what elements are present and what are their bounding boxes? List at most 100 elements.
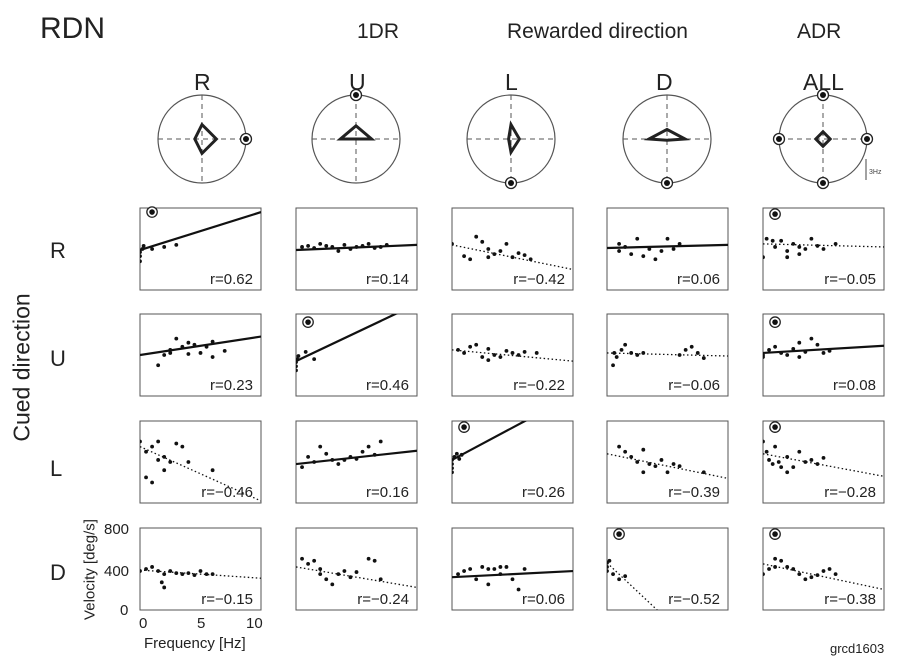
panel-frame-u-all [762,313,885,397]
data-point-r-r-2 [140,247,145,251]
polar-tuning-d [643,127,691,142]
fit-line-u-l [452,349,573,362]
data-point-d-all-9 [821,569,826,573]
data-point-u-l-1 [462,351,466,355]
circled-marker-dot-u-u [305,319,311,325]
data-point-d-l-13 [498,565,503,569]
data-point-d-all-13 [773,565,777,569]
data-point-r-l-8 [504,241,509,246]
fit-line-l-l [452,421,528,461]
r-value-u-d: r=−0.06 [668,377,720,394]
column-label-r: R [194,69,211,95]
data-point-l-l-1 [452,466,454,471]
data-point-u-d-6 [641,351,646,355]
data-point-d-r-2 [150,565,155,569]
fit-line-d-l [452,569,573,579]
data-point-u-d-10 [695,351,700,355]
polar-tuning-all [813,129,833,149]
data-point-d-all-5 [797,572,802,577]
y-tick-400: 400 [104,563,130,580]
data-point-u-u-6 [312,357,317,361]
data-point-r-l-12 [528,257,533,262]
data-point-u-r-9 [210,339,215,344]
data-point-l-r-1 [144,449,148,454]
data-point-r-r-0 [140,254,142,259]
data-point-d-l-6 [492,567,497,571]
data-point-u-all-8 [809,336,814,341]
data-point-u-all-12 [763,355,765,359]
data-point-d-r-13 [159,580,164,585]
data-point-r-l-3 [474,234,479,239]
r-value-d-u: r=−0.24 [357,591,409,608]
r-value-r-l: r=−0.42 [513,271,565,288]
data-point-d-l-0 [456,572,460,577]
data-point-r-l-10 [516,251,521,256]
data-point-l-r-6 [174,441,179,446]
data-point-u-all-11 [827,349,832,353]
fit-line-u-r [140,335,261,357]
data-point-d-d-4 [611,572,615,577]
r-value-d-all: r=−0.38 [824,591,876,608]
polar-marker-dot-all-u [820,92,826,98]
data-point-l-r-10 [144,475,148,480]
data-point-u-d-9 [689,344,694,349]
circled-marker-dot-l-all [772,424,778,430]
panel-frame-d-u [295,527,418,611]
data-point-l-d-9 [671,462,676,466]
data-point-d-l-5 [486,582,491,587]
data-point-u-d-1 [614,355,619,359]
data-point-r-u-9 [360,244,365,248]
data-point-l-u-8 [348,454,353,459]
polar-tuning-l [507,120,522,157]
data-point-d-r-5 [168,569,173,573]
polar-tuning-u [336,123,376,141]
fit-line-u-u [296,314,398,363]
data-point-l-r-9 [150,480,155,485]
data-point-l-u-0 [300,465,304,470]
polar-tuning-r [193,122,219,156]
column-label-u: U [349,69,366,95]
data-point-u-r-2 [168,347,173,352]
data-point-r-all-5 [791,241,796,246]
data-point-d-l-2 [468,567,473,571]
data-point-r-r-1 [140,250,142,254]
data-point-d-r-14 [162,585,167,590]
data-point-r-u-13 [336,249,341,253]
r-value-l-u: r=0.16 [366,484,409,501]
data-point-l-l-3 [452,458,454,462]
data-point-r-l-1 [462,254,466,259]
data-point-r-u-1 [306,244,310,248]
data-point-l-all-13 [770,462,775,466]
panel-frame-l-r [139,420,262,504]
data-point-l-r-5 [168,460,173,464]
data-point-d-all-11 [833,572,838,577]
data-point-u-l-9 [510,351,515,355]
fit-line-d-r [140,569,261,579]
data-point-d-u-9 [354,570,359,574]
data-point-d-all-6 [803,577,808,582]
data-point-l-u-4 [324,451,329,456]
data-point-u-all-7 [803,350,808,354]
data-point-l-r-8 [186,460,191,464]
data-point-u-u-5 [303,350,308,354]
data-point-r-l-0 [452,241,454,246]
data-point-l-d-11 [641,470,646,475]
r-value-l-l: r=0.26 [522,484,565,501]
panel-frame-r-d [606,207,729,291]
data-point-d-u-2 [312,558,317,563]
data-point-u-all-3 [779,351,784,355]
figure-id: grcd1603 [830,641,885,656]
data-point-l-all-0 [763,439,765,444]
data-point-l-d-3 [635,460,640,464]
data-point-d-r-6 [174,571,179,575]
group-label-rewarded-direction: Rewarded direction [507,20,688,43]
data-point-d-u-7 [342,569,347,573]
row-label-d: D [50,560,66,585]
data-point-u-d-12 [612,351,617,355]
data-point-r-all-4 [785,249,790,253]
data-point-d-all-12 [763,572,765,577]
data-point-u-all-5 [791,346,796,351]
panel-frame-d-r [139,527,262,611]
data-point-u-r-13 [186,352,191,356]
r-value-r-u: r=0.14 [366,271,409,288]
